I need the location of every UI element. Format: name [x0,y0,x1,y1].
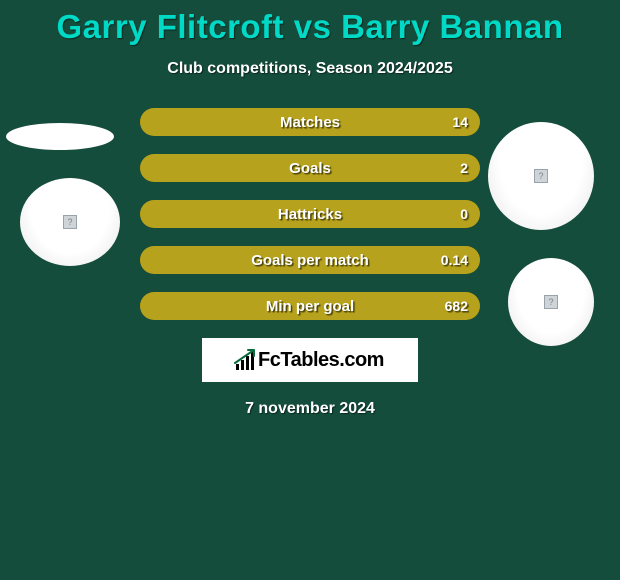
player1-flat-disc [6,123,114,150]
stat-label: Min per goal [140,292,480,320]
fctables-logo-text: FcTables.com [258,349,384,372]
stat-label: Goals per match [140,246,480,274]
stat-label: Matches [140,108,480,136]
stat-row: Goals per match0.14 [140,246,480,274]
stat-value-right: 2 [460,154,468,182]
stat-row: Hattricks0 [140,200,480,228]
stat-row: Goals2 [140,154,480,182]
fctables-bars-icon [236,350,254,370]
missing-image-icon: ? [534,169,548,183]
player2-club-placeholder: ? [508,258,594,346]
player2-avatar-placeholder: ? [488,122,594,230]
stat-label: Goals [140,154,480,182]
stat-value-right: 0.14 [441,246,468,274]
stat-row: Matches14 [140,108,480,136]
fctables-logo: FcTables.com [236,349,384,372]
missing-image-icon: ? [544,295,558,309]
stat-value-right: 0 [460,200,468,228]
comparison-title: Garry Flitcroft vs Barry Bannan [0,0,620,46]
stats-container: Matches14 Goals2 Hattricks0 Goals per match… [140,108,480,320]
fctables-logo-box[interactable]: FcTables.com [202,338,418,382]
stat-row: Min per goal682 [140,292,480,320]
player1-avatar-placeholder: ? [20,178,120,266]
stat-value-right: 14 [452,108,468,136]
missing-image-icon: ? [63,215,77,229]
snapshot-date: 7 november 2024 [0,400,620,418]
stat-value-right: 682 [445,292,468,320]
comparison-subtitle: Club competitions, Season 2024/2025 [0,60,620,78]
stat-label: Hattricks [140,200,480,228]
